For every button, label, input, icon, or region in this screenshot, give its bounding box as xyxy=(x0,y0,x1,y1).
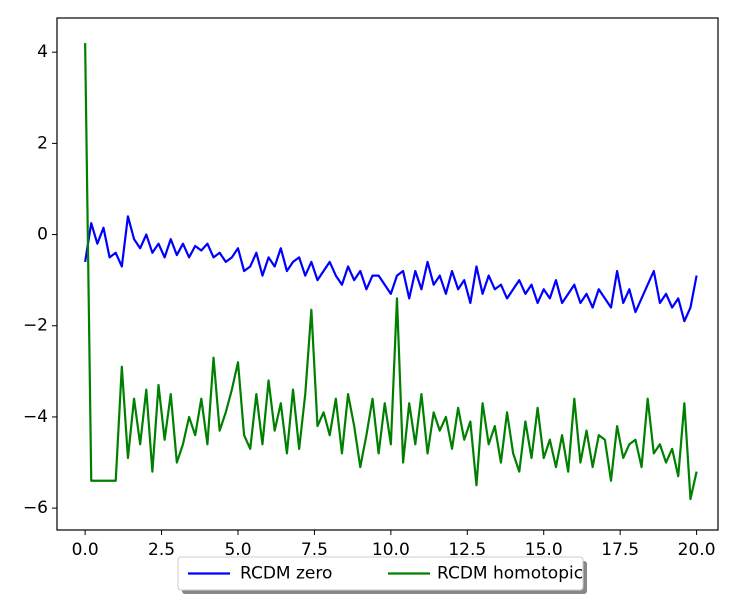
plot-frame xyxy=(56,17,719,531)
x-tick-label: 0.0 xyxy=(72,540,99,560)
x-tick-label: 7.5 xyxy=(301,540,328,560)
series-line xyxy=(84,215,698,323)
x-tick-label: 2.5 xyxy=(148,540,175,560)
series-line xyxy=(84,43,698,501)
x-tick-label: 12.5 xyxy=(448,540,486,560)
y-tick-label: 4 xyxy=(37,42,48,62)
x-tick-label: 15.0 xyxy=(525,540,563,560)
legend-label: RCDM zero xyxy=(240,564,332,584)
x-tick-label: 5.0 xyxy=(224,540,251,560)
y-tick-label: −4 xyxy=(23,407,48,427)
y-tick-label: 2 xyxy=(37,133,48,153)
x-tick-label: 20.0 xyxy=(678,540,716,560)
x-tick-label: 10.0 xyxy=(372,540,410,560)
y-tick-label: −2 xyxy=(23,316,48,336)
x-tick-label: 17.5 xyxy=(601,540,639,560)
y-tick-label: 0 xyxy=(37,225,48,245)
y-tick-label: −6 xyxy=(23,498,48,518)
legend-box xyxy=(177,556,584,591)
legend-label: RCDM homotopic xyxy=(437,564,583,584)
